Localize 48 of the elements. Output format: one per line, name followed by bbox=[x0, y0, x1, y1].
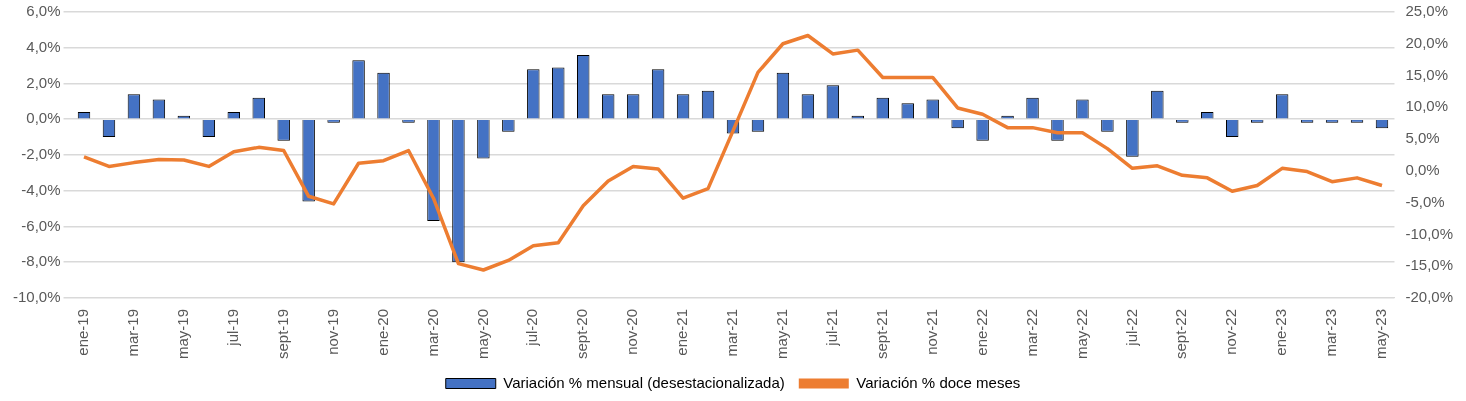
x-tick-label: jul-20 bbox=[523, 308, 541, 347]
x-tick-label: nov-21 bbox=[922, 308, 940, 355]
x-tick-label: mar-23 bbox=[1322, 308, 1340, 357]
y2-tick-label: 25,0% bbox=[1405, 2, 1449, 20]
y2-tick-label: -15,0% bbox=[1405, 256, 1453, 274]
y2-tick-label: 20,0% bbox=[1405, 33, 1449, 51]
x-tick-label: ene-21 bbox=[673, 308, 691, 356]
y-tick-label: 6,0% bbox=[26, 2, 61, 20]
x-tick-label: nov-19 bbox=[323, 308, 341, 355]
x-tick-label: mar-22 bbox=[1022, 308, 1040, 357]
x-tick-label: ene-19 bbox=[74, 308, 92, 356]
legend-label: Variación % doce meses bbox=[856, 373, 1021, 391]
x-tick-label: mar-19 bbox=[124, 308, 142, 357]
x-tick-label: may-22 bbox=[1072, 308, 1090, 359]
x-tick-label: ene-23 bbox=[1272, 308, 1290, 356]
x-tick-label: sept-21 bbox=[872, 308, 890, 360]
y2-tick-label: 0,0% bbox=[1405, 161, 1440, 179]
x-tick-label: nov-20 bbox=[623, 308, 641, 355]
x-tick-label: mar-20 bbox=[423, 308, 441, 357]
y2-tick-label: 10,0% bbox=[1405, 97, 1449, 115]
x-tick-label: may-21 bbox=[773, 308, 791, 359]
legend-label: Variación % mensual (desestacionalizada) bbox=[503, 373, 785, 391]
x-tick-label: may-23 bbox=[1372, 308, 1390, 359]
y-tick-label: 4,0% bbox=[26, 37, 61, 55]
x-tick-label: may-19 bbox=[173, 308, 191, 359]
x-tick-label: jul-19 bbox=[223, 308, 241, 347]
y-tick-label: -8,0% bbox=[21, 252, 61, 270]
x-tick-label: jul-21 bbox=[822, 308, 840, 347]
x-tick-label: mar-21 bbox=[723, 308, 741, 357]
y2-tick-label: -5,0% bbox=[1405, 192, 1445, 210]
x-tick-label: ene-22 bbox=[972, 308, 990, 356]
x-tick-label: ene-20 bbox=[373, 308, 391, 356]
x-tick-label: sept-22 bbox=[1172, 308, 1190, 360]
y-tick-label: -4,0% bbox=[21, 180, 61, 198]
x-tick-label: sept-19 bbox=[273, 308, 291, 360]
y2-tick-label: -10,0% bbox=[1405, 224, 1453, 242]
y-tick-label: -6,0% bbox=[21, 216, 61, 234]
x-tick-label: may-20 bbox=[473, 308, 491, 359]
y-tick-label: 2,0% bbox=[26, 73, 61, 91]
y-tick-label: 0,0% bbox=[26, 109, 61, 127]
x-tick-label: jul-22 bbox=[1122, 308, 1140, 347]
x-tick-label: sept-20 bbox=[573, 308, 591, 360]
y2-tick-label: 5,0% bbox=[1405, 129, 1440, 147]
y2-tick-label: -20,0% bbox=[1405, 288, 1453, 306]
x-tick-label: nov-22 bbox=[1222, 308, 1240, 355]
y-tick-label: -2,0% bbox=[21, 145, 61, 163]
y2-tick-label: 15,0% bbox=[1405, 65, 1449, 83]
y-tick-label: -10,0% bbox=[13, 288, 61, 306]
